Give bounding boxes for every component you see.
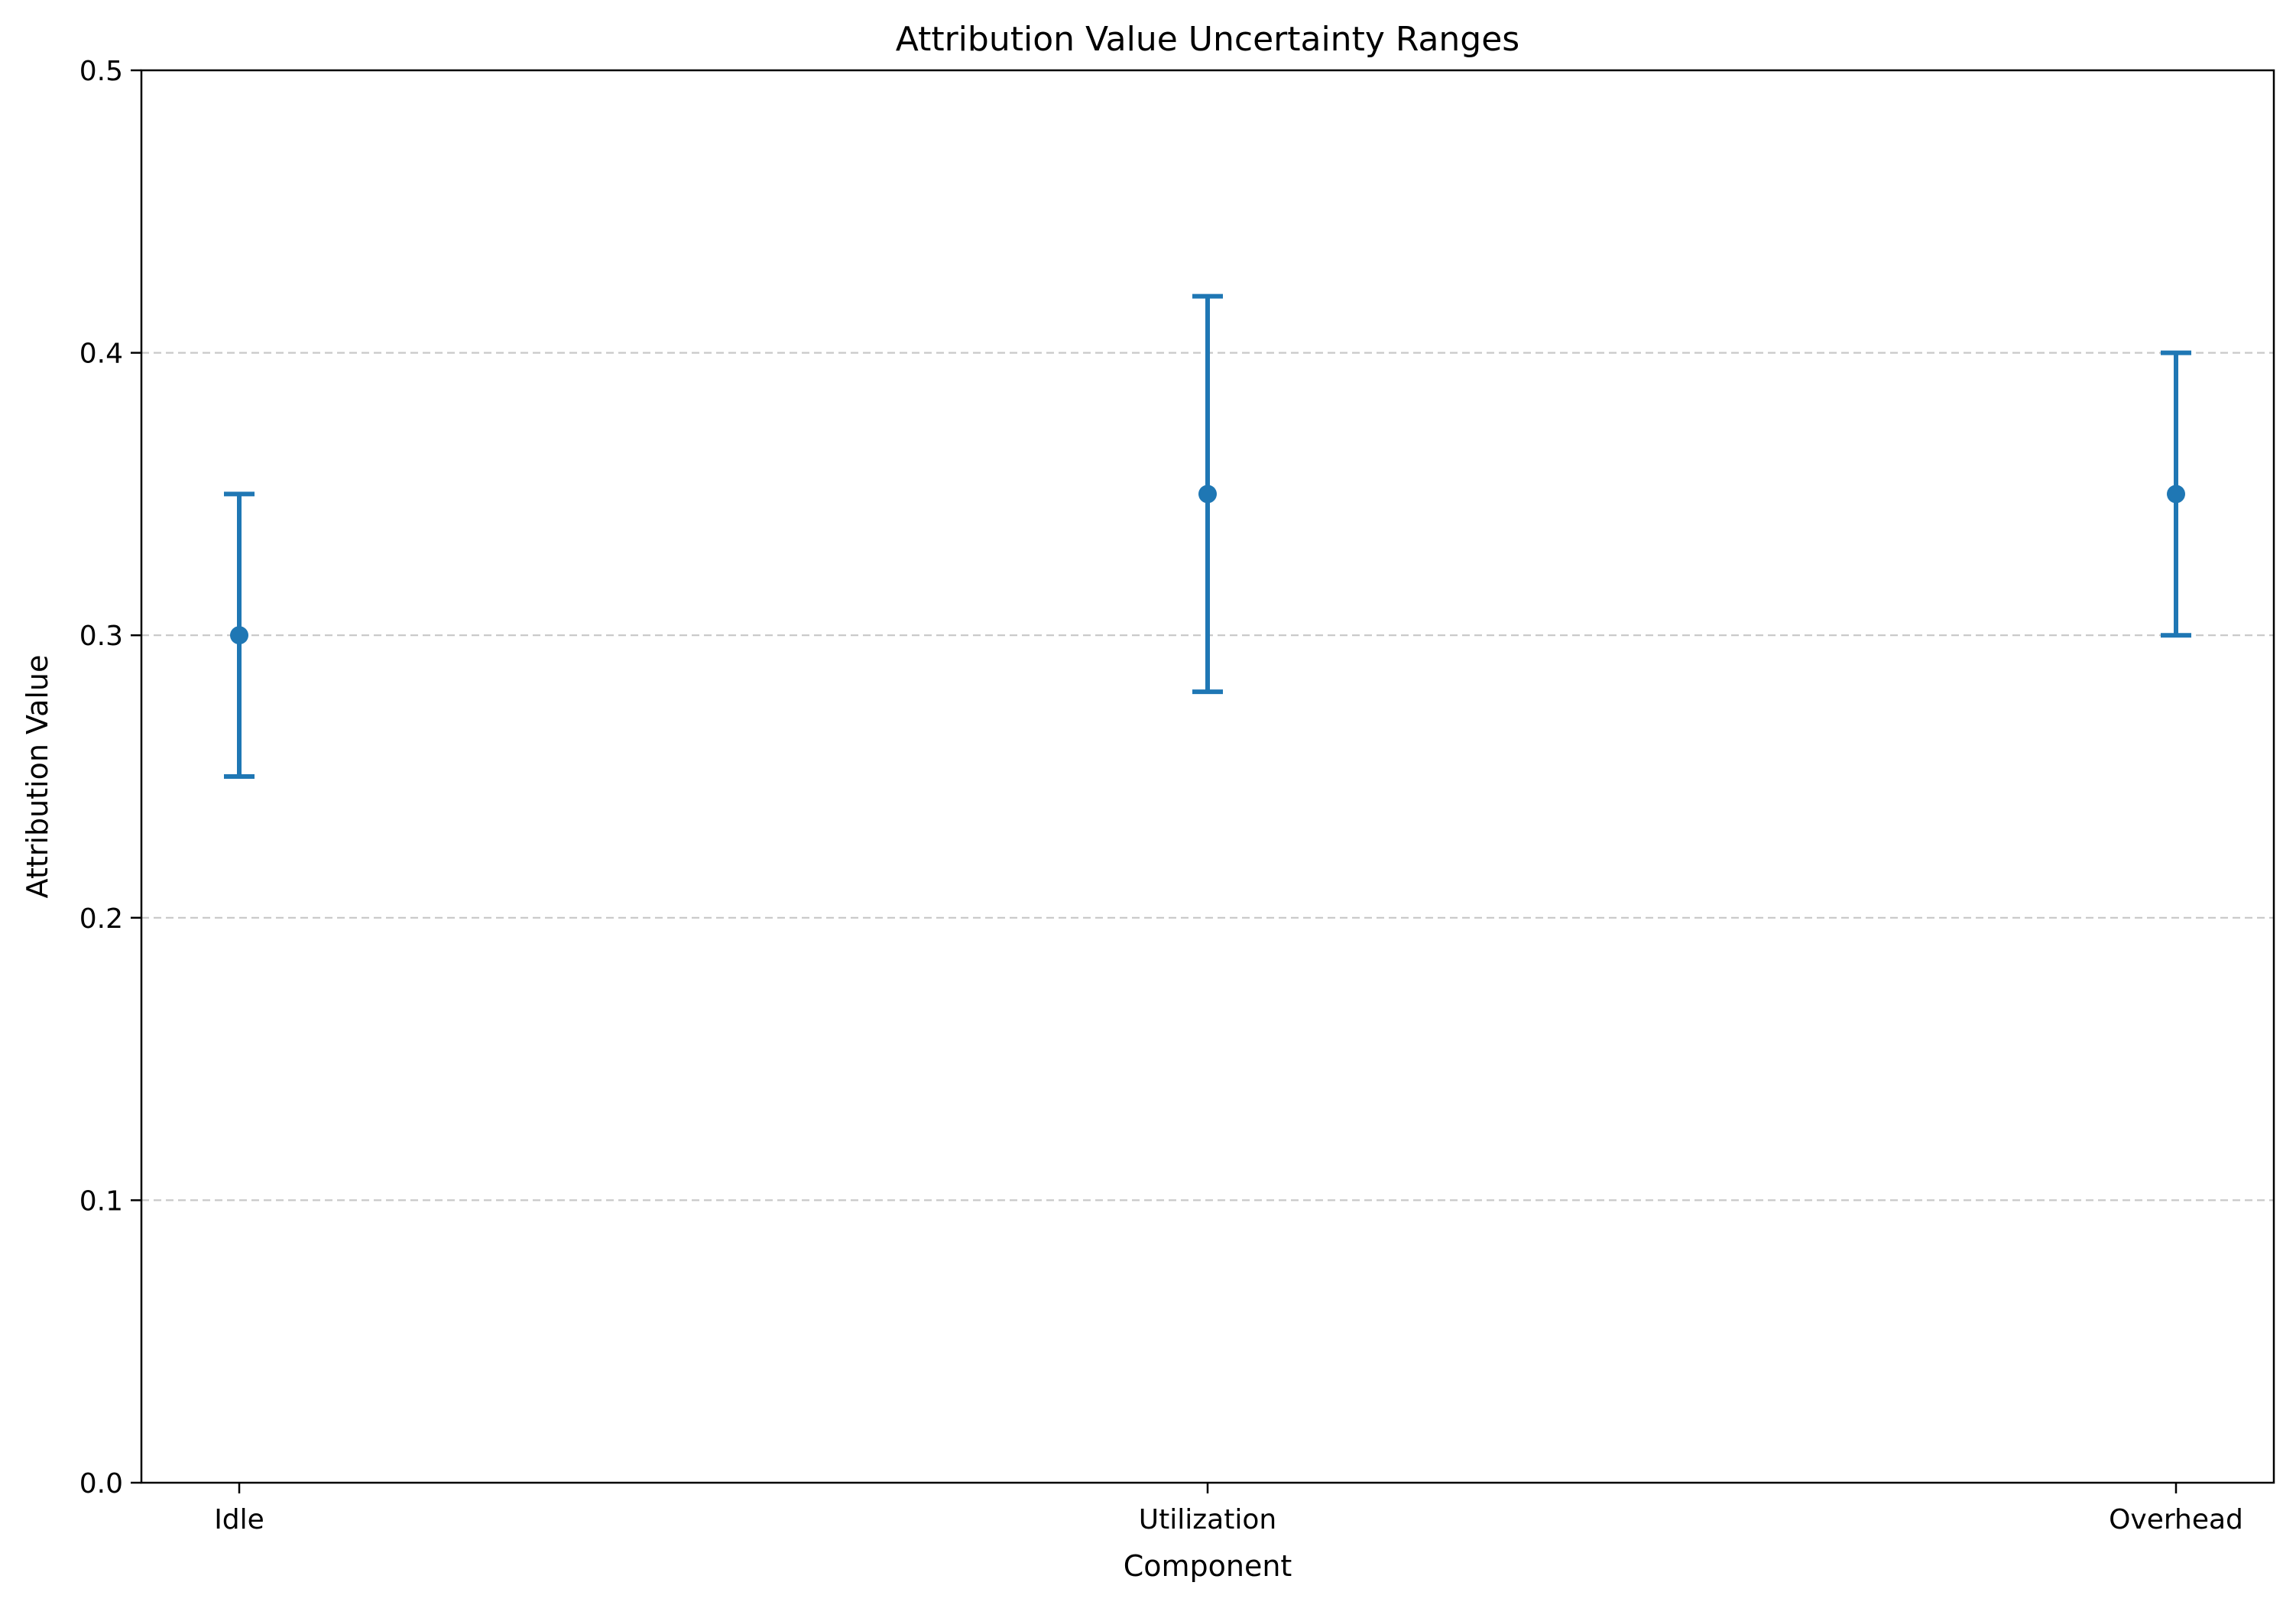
y-tick-label: 0.0 <box>79 1468 123 1500</box>
y-axis-label: Attribution Value <box>21 655 54 899</box>
x-tick-label: Overhead <box>2109 1504 2243 1535</box>
error-bar-idle <box>224 491 255 779</box>
error-bar-overhead <box>2161 350 2191 638</box>
y-tick-label: 0.2 <box>79 903 123 935</box>
data-marks <box>224 293 2191 779</box>
data-point <box>2167 485 2185 504</box>
x-tick-label: Idle <box>214 1504 264 1535</box>
y-axis-ticks: 0.0 0.1 0.2 0.3 0.4 0.5 <box>79 56 141 1500</box>
data-point <box>1198 485 1217 504</box>
y-tick-label: 0.5 <box>79 56 123 87</box>
x-tick-label: Utilization <box>1139 1504 1276 1535</box>
x-axis-label: Component <box>1124 1549 1292 1583</box>
y-tick-label: 0.3 <box>79 621 123 652</box>
data-point <box>230 626 248 645</box>
y-tick-label: 0.1 <box>79 1185 123 1217</box>
x-axis-ticks: Idle Utilization Overhead <box>214 1483 2243 1535</box>
chart-title: Attribution Value Uncertainty Ranges <box>896 20 1519 59</box>
y-tick-label: 0.4 <box>79 339 123 370</box>
error-bar-utilization <box>1192 293 1223 695</box>
